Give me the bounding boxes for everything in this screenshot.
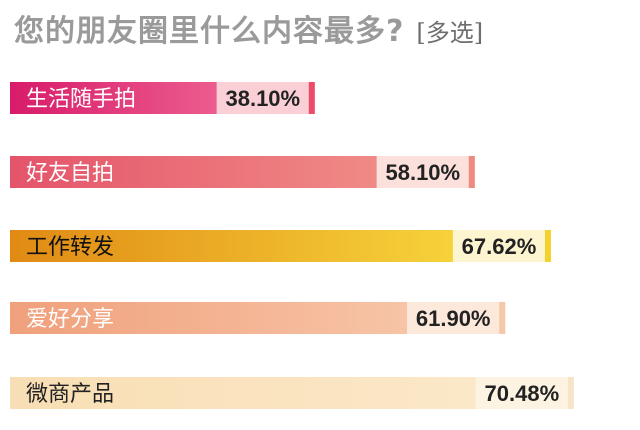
chart-header: 您的朋友圈里什么内容最多? [多选] xyxy=(14,6,483,50)
bar-row: 工作转发 67.62% xyxy=(10,230,551,262)
value-label-box xyxy=(407,302,506,334)
category-label: 爱好分享 xyxy=(26,307,114,332)
bar-end-cap xyxy=(567,377,574,409)
category-label: 生活随手拍 xyxy=(26,87,136,112)
bar-row: 微商产品 70.48% xyxy=(10,377,574,409)
value-label-box xyxy=(475,377,574,409)
bar xyxy=(10,82,217,114)
category-label: 工作转发 xyxy=(26,235,114,260)
bar-row: 好友自拍 58.10% xyxy=(10,156,475,188)
bar-end-cap xyxy=(499,302,506,334)
bar-row: 生活随手拍 38.10% xyxy=(10,82,315,114)
bar-end-cap xyxy=(468,156,475,188)
bar xyxy=(10,377,476,409)
data-label: 67.62% xyxy=(462,234,537,259)
data-label: 70.48% xyxy=(485,381,560,406)
bar-row: 爱好分享 61.90% xyxy=(10,302,506,334)
value-label-box xyxy=(452,230,551,262)
data-label: 38.10% xyxy=(225,86,300,111)
value-label-box xyxy=(376,156,475,188)
bar-end-cap xyxy=(544,230,551,262)
bar xyxy=(10,302,408,334)
data-label: 61.90% xyxy=(416,306,491,331)
bar-end-cap xyxy=(308,82,315,114)
category-label: 好友自拍 xyxy=(26,161,114,186)
bar xyxy=(10,230,453,262)
chart-title: 您的朋友圈里什么内容最多? xyxy=(14,14,405,49)
value-label-box xyxy=(216,82,315,114)
category-label: 微商产品 xyxy=(26,382,114,407)
bar xyxy=(10,156,377,188)
data-label: 58.10% xyxy=(385,160,460,185)
chart-subtitle: [多选] xyxy=(416,19,484,47)
